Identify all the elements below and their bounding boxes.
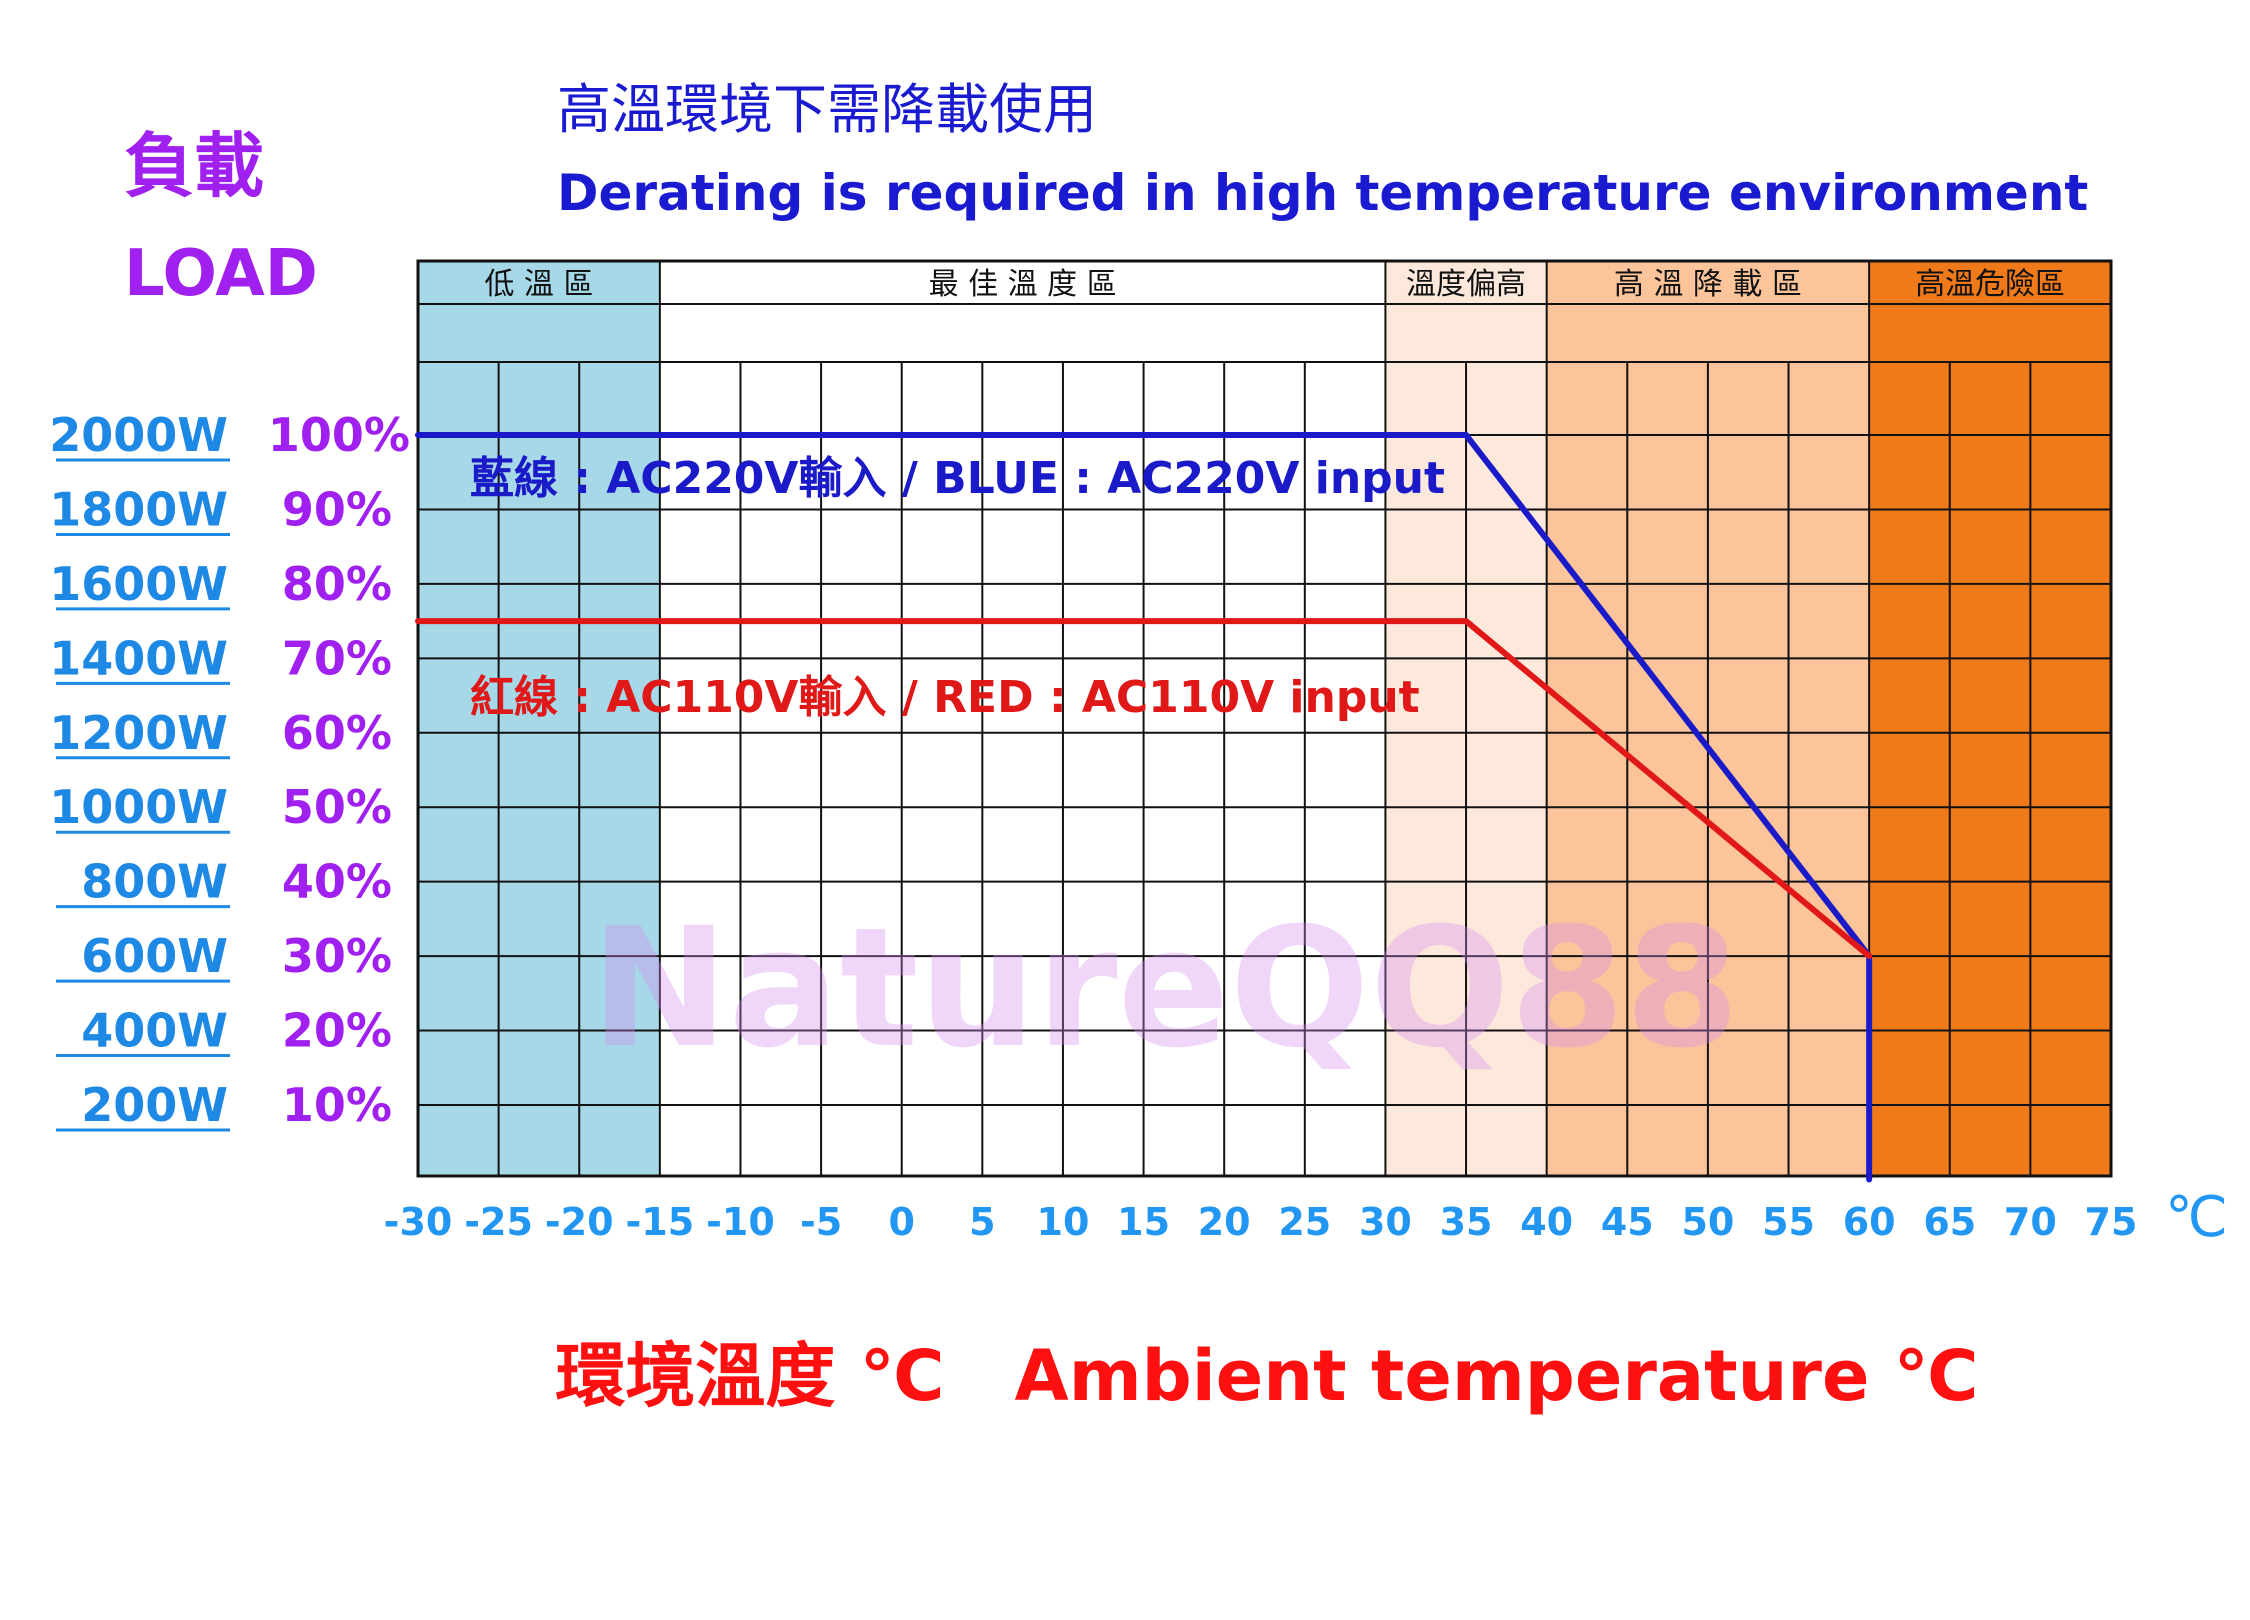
y-tick-percent: 20%: [282, 1004, 392, 1058]
chart-frame: [416, 259, 2113, 1178]
y-tick-watts: 1600W: [49, 557, 228, 611]
x-tick-label: 75: [2085, 1200, 2138, 1244]
x-tick-label: 40: [1520, 1200, 1573, 1244]
x-axis-unit: ℃: [2165, 1185, 2228, 1250]
x-tick-label: 60: [1843, 1200, 1896, 1244]
red-series-label: 紅線 : AC110V輸入 / RED : AC110V input: [470, 672, 1420, 723]
zone-band: [1869, 261, 2111, 1176]
y-tick-percent: 60%: [282, 706, 392, 760]
series-labels: 藍線 : AC220V輸入 / BLUE : AC220V input 紅線 : …: [470, 453, 1445, 723]
x-tick-label: -10: [706, 1200, 775, 1244]
y-tick-percent: 10%: [282, 1078, 392, 1132]
x-tick-label: -20: [545, 1200, 614, 1244]
x-tick-label: 10: [1037, 1200, 1090, 1244]
x-axis-title: 環境溫度 ℃ Ambient temperature ℃: [555, 1335, 1978, 1417]
axis-labels: 2000W 100% 1800W 90% 1600W 80% 1400W 70% 1200W 60…: [49, 408, 2228, 1250]
y-tick-watts: 1400W: [49, 631, 228, 685]
titles: 高溫環境下需降載使用 Derating is required in high t…: [124, 78, 2088, 1417]
y-tick-watts: 1000W: [49, 780, 228, 834]
title-english: Derating is required in high temperature…: [557, 164, 2088, 222]
zone-label: 最 佳 溫 度 區: [929, 267, 1117, 302]
y-tick-percent: 70%: [282, 631, 392, 685]
y-tick-watts: 2000W: [49, 408, 228, 462]
zone-band: [418, 261, 660, 1176]
zone-header-row: 低 溫 區 最 佳 溫 度 區 溫度偏高 高 溫 降 載 區 高溫危險區: [416, 259, 2113, 1178]
x-tick-label: 55: [1762, 1200, 1815, 1244]
y-tick-watts: 600W: [81, 929, 228, 983]
x-tick-label: 35: [1440, 1200, 1493, 1244]
title-chinese: 高溫環境下需降載使用: [557, 78, 1097, 141]
x-tick-label: 70: [2004, 1200, 2057, 1244]
y-tick-percent: 100%: [268, 408, 410, 462]
x-tick-label: 5: [969, 1200, 995, 1244]
y-tick-percent: 50%: [282, 780, 392, 834]
y-tick-watts: 400W: [81, 1004, 228, 1058]
watermark-layer: NatureQQ88: [590, 892, 1739, 1084]
y-tick-watts: 1200W: [49, 706, 228, 760]
x-tick-label: 0: [888, 1200, 914, 1244]
x-tick-label: 30: [1359, 1200, 1412, 1244]
zone-label: 高 溫 降 載 區: [1614, 267, 1802, 302]
y-tick-watts: 200W: [81, 1078, 228, 1132]
zone-label: 低 溫 區: [484, 267, 593, 302]
x-tick-label: -15: [626, 1200, 695, 1244]
x-tick-label: 25: [1278, 1200, 1331, 1244]
x-tick-label: 65: [1923, 1200, 1976, 1244]
y-tick-percent: 30%: [282, 929, 392, 983]
y-tick-watts: 1800W: [49, 482, 228, 536]
x-tick-label: 15: [1117, 1200, 1170, 1244]
series-layer: [415, 432, 1873, 1183]
y-axis-label-chinese: 負載: [124, 125, 264, 207]
watermark-text: NatureQQ88: [590, 892, 1739, 1084]
x-tick-label: -25: [464, 1200, 533, 1244]
x-tick-label: 50: [1681, 1200, 1734, 1244]
zone-label: 高溫危險區: [1915, 267, 2065, 302]
red-series-line: [415, 618, 1873, 960]
y-tick-percent: 90%: [282, 482, 392, 536]
zone-band: [659, 261, 1386, 1176]
chart-grid: [417, 361, 2112, 1176]
y-tick-watts: 800W: [81, 855, 228, 909]
x-tick-label: -30: [384, 1200, 453, 1244]
y-tick-percent: 80%: [282, 557, 392, 611]
x-tick-label: -5: [800, 1200, 842, 1244]
x-tick-label: 20: [1198, 1200, 1251, 1244]
y-axis-label-english: LOAD: [124, 237, 318, 311]
zone-label: 溫度偏高: [1406, 267, 1526, 302]
blue-series-line: [415, 432, 1873, 1183]
y-tick-percent: 40%: [282, 855, 392, 909]
blue-series-label: 藍線 : AC220V輸入 / BLUE : AC220V input: [470, 453, 1445, 504]
x-tick-label: 45: [1601, 1200, 1654, 1244]
